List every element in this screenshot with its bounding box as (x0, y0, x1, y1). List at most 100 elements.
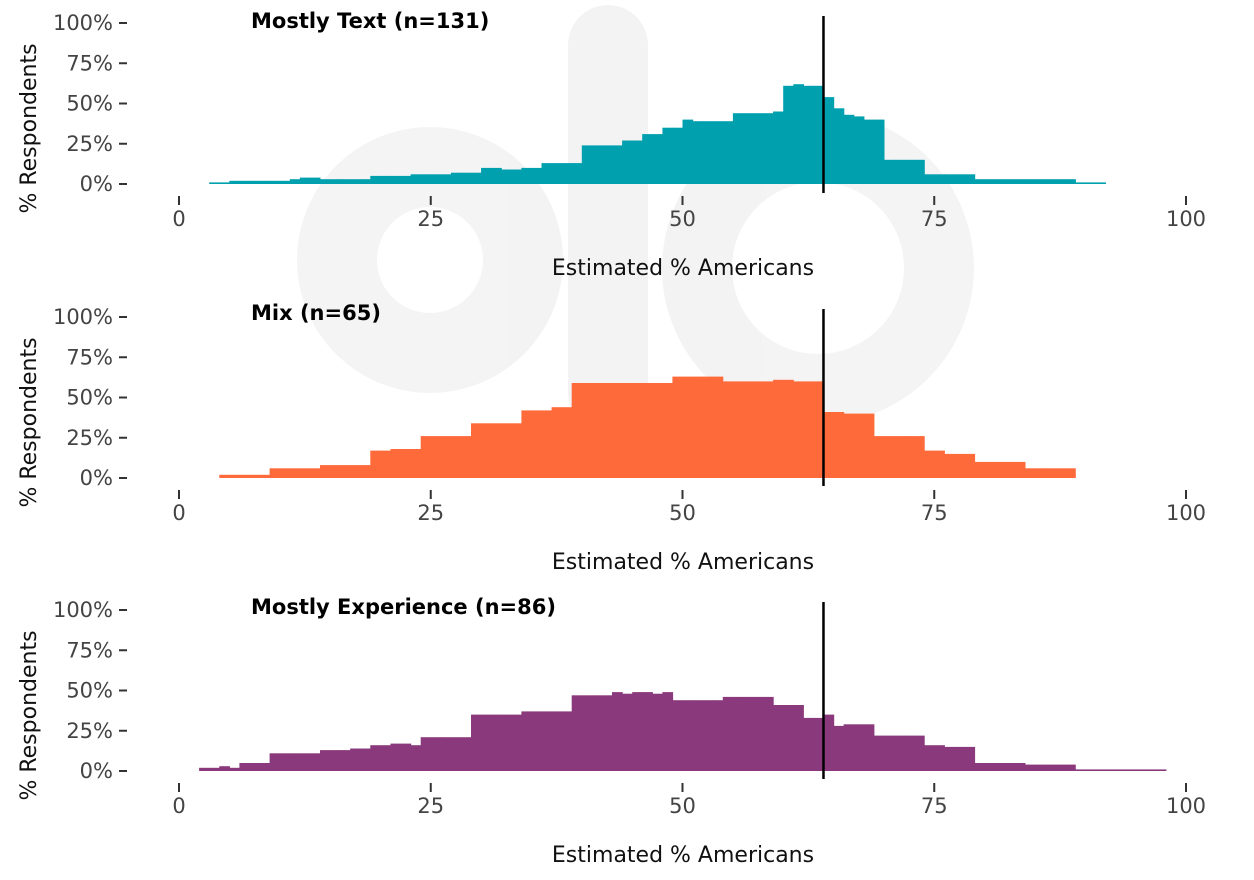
histogram-bar (974, 763, 1016, 771)
panel-2: 0% 25% 50% 75% 100% 0 25 50 75 100 Mostly Experien… (17, 595, 1206, 868)
histogram-bar (390, 449, 422, 478)
histogram-bar (894, 159, 915, 184)
histogram-bar (813, 85, 825, 184)
x-tick-label: 75 (921, 794, 948, 818)
panel-title: Mostly Text (n=131) (251, 9, 489, 33)
histogram-bar (390, 743, 412, 771)
histogram-bar (340, 750, 351, 771)
histogram-bar (1024, 468, 1046, 478)
y-tick-label: 25% (66, 719, 113, 743)
x-tick-label: 100 (1166, 501, 1206, 525)
histogram-bar (481, 167, 502, 184)
histogram-bar (269, 753, 291, 771)
x-tick-label: 0 (172, 207, 185, 231)
histogram-bar (440, 737, 472, 771)
histogram-bar (521, 711, 553, 771)
histogram-bar (692, 121, 704, 184)
histogram-bar (561, 163, 573, 184)
histogram-bar (793, 381, 825, 478)
histogram-bar (843, 114, 855, 184)
histogram-bar (662, 127, 674, 184)
x-tick-label: 50 (669, 794, 696, 818)
histogram-bar (773, 111, 784, 184)
histogram-bar (622, 383, 674, 478)
histogram-bar (944, 174, 965, 184)
panel-1: 0% 25% 50% 75% 100% 0 25 50 75 100 Mix (n=65) Estim… (17, 301, 1206, 575)
histogram-bar (1045, 468, 1076, 478)
x-tick-label: 25 (417, 207, 444, 231)
histogram-bar (360, 179, 371, 184)
histogram-bar (249, 180, 271, 184)
x-axis-title: Estimated % Americans (552, 843, 814, 868)
histogram-bar (742, 696, 774, 771)
y-tick-label: 75% (66, 345, 113, 369)
x-tick-label: 0 (172, 501, 185, 525)
histogram-bar (622, 140, 643, 184)
histogram-bar (612, 692, 623, 771)
y-tick-label: 50% (66, 679, 113, 703)
y-tick-label: 0% (80, 172, 113, 196)
histogram-bar (883, 159, 895, 184)
histogram-bar (783, 85, 794, 184)
histogram-bar (269, 468, 321, 478)
histogram-bar (944, 746, 976, 771)
histogram-bar (642, 134, 663, 184)
x-axis-title: Estimated % Americans (552, 550, 814, 575)
histogram-bar (732, 113, 754, 184)
histogram-bar (873, 119, 885, 184)
y-tick-label: 100% (53, 11, 113, 35)
histogram-bar (1085, 182, 1106, 184)
histogram-bar (420, 737, 442, 771)
x-tick-label: 25 (417, 794, 444, 818)
histogram-bar (289, 179, 301, 184)
histogram-bar (873, 735, 905, 771)
histogram-bar (219, 182, 230, 184)
histogram-bar (410, 745, 422, 771)
histogram-bar (1045, 179, 1066, 184)
x-tick-label: 0 (172, 794, 185, 818)
histogram-bar (823, 97, 835, 184)
histogram-bar (692, 700, 714, 771)
histogram-bar (571, 695, 593, 771)
histogram-bar (551, 407, 573, 478)
histogram-bar (984, 179, 1006, 184)
histogram-bar (904, 735, 925, 771)
histogram-bar (964, 174, 976, 184)
histogram-bar (370, 745, 391, 771)
histogram-bar (571, 163, 583, 184)
histogram-bar (1014, 763, 1026, 771)
histogram-bar (672, 700, 694, 771)
y-tick-label: 75% (66, 638, 113, 662)
histogram-bar (1075, 182, 1086, 184)
histogram-bar (1075, 769, 1167, 771)
histogram-bar (551, 711, 573, 771)
histogram-bar (199, 767, 220, 771)
histogram-bar (350, 748, 371, 771)
histogram-bar (229, 180, 250, 184)
histogram-bar (1004, 179, 1026, 184)
histogram-bar (994, 461, 1026, 478)
panel-title: Mix (n=65) (251, 301, 381, 325)
histogram-bar (793, 84, 804, 184)
histogram-bar (320, 465, 371, 478)
histogram-bar (450, 172, 462, 184)
histogram-bar (753, 113, 774, 184)
histogram-bar (833, 108, 845, 184)
histogram-bar (702, 121, 724, 184)
histogram-bar (853, 116, 865, 184)
histogram-bar (320, 179, 341, 184)
histogram-bar (924, 174, 935, 184)
x-tick-label: 50 (669, 501, 696, 525)
y-tick-label: 0% (80, 759, 113, 783)
histogram-bar (672, 376, 704, 478)
histogram-bar (501, 169, 522, 184)
x-tick-label: 25 (417, 501, 444, 525)
histogram-bar (581, 145, 603, 184)
histogram-bar (299, 177, 321, 184)
watermark-bar (568, 5, 648, 433)
x-tick-label: 50 (669, 207, 696, 231)
x-axis-title: Estimated % Americans (552, 256, 814, 281)
y-tick-label: 75% (66, 51, 113, 75)
y-axis-title: % Respondents (17, 43, 42, 213)
histogram-bar (340, 179, 361, 184)
